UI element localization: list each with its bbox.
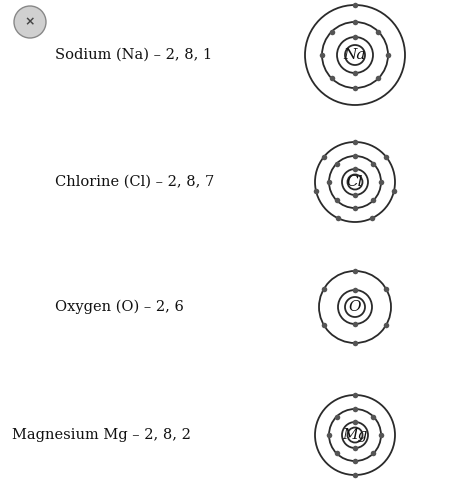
Text: ×: × [25,16,35,28]
Text: Na: Na [344,48,366,62]
Text: Mg: Mg [342,428,368,442]
Text: Sodium (Na) – 2, 8, 1: Sodium (Na) – 2, 8, 1 [55,48,212,62]
Circle shape [14,6,46,38]
Text: O: O [349,300,361,314]
Circle shape [347,428,363,442]
Text: Cl: Cl [347,175,363,189]
Text: Magnesium Mg – 2, 8, 2: Magnesium Mg – 2, 8, 2 [12,428,191,442]
Circle shape [345,297,365,317]
Circle shape [347,174,363,190]
Text: Oxygen (O) – 2, 6: Oxygen (O) – 2, 6 [55,300,184,314]
Text: Chlorine (Cl) – 2, 8, 7: Chlorine (Cl) – 2, 8, 7 [55,175,214,189]
Circle shape [345,45,365,65]
